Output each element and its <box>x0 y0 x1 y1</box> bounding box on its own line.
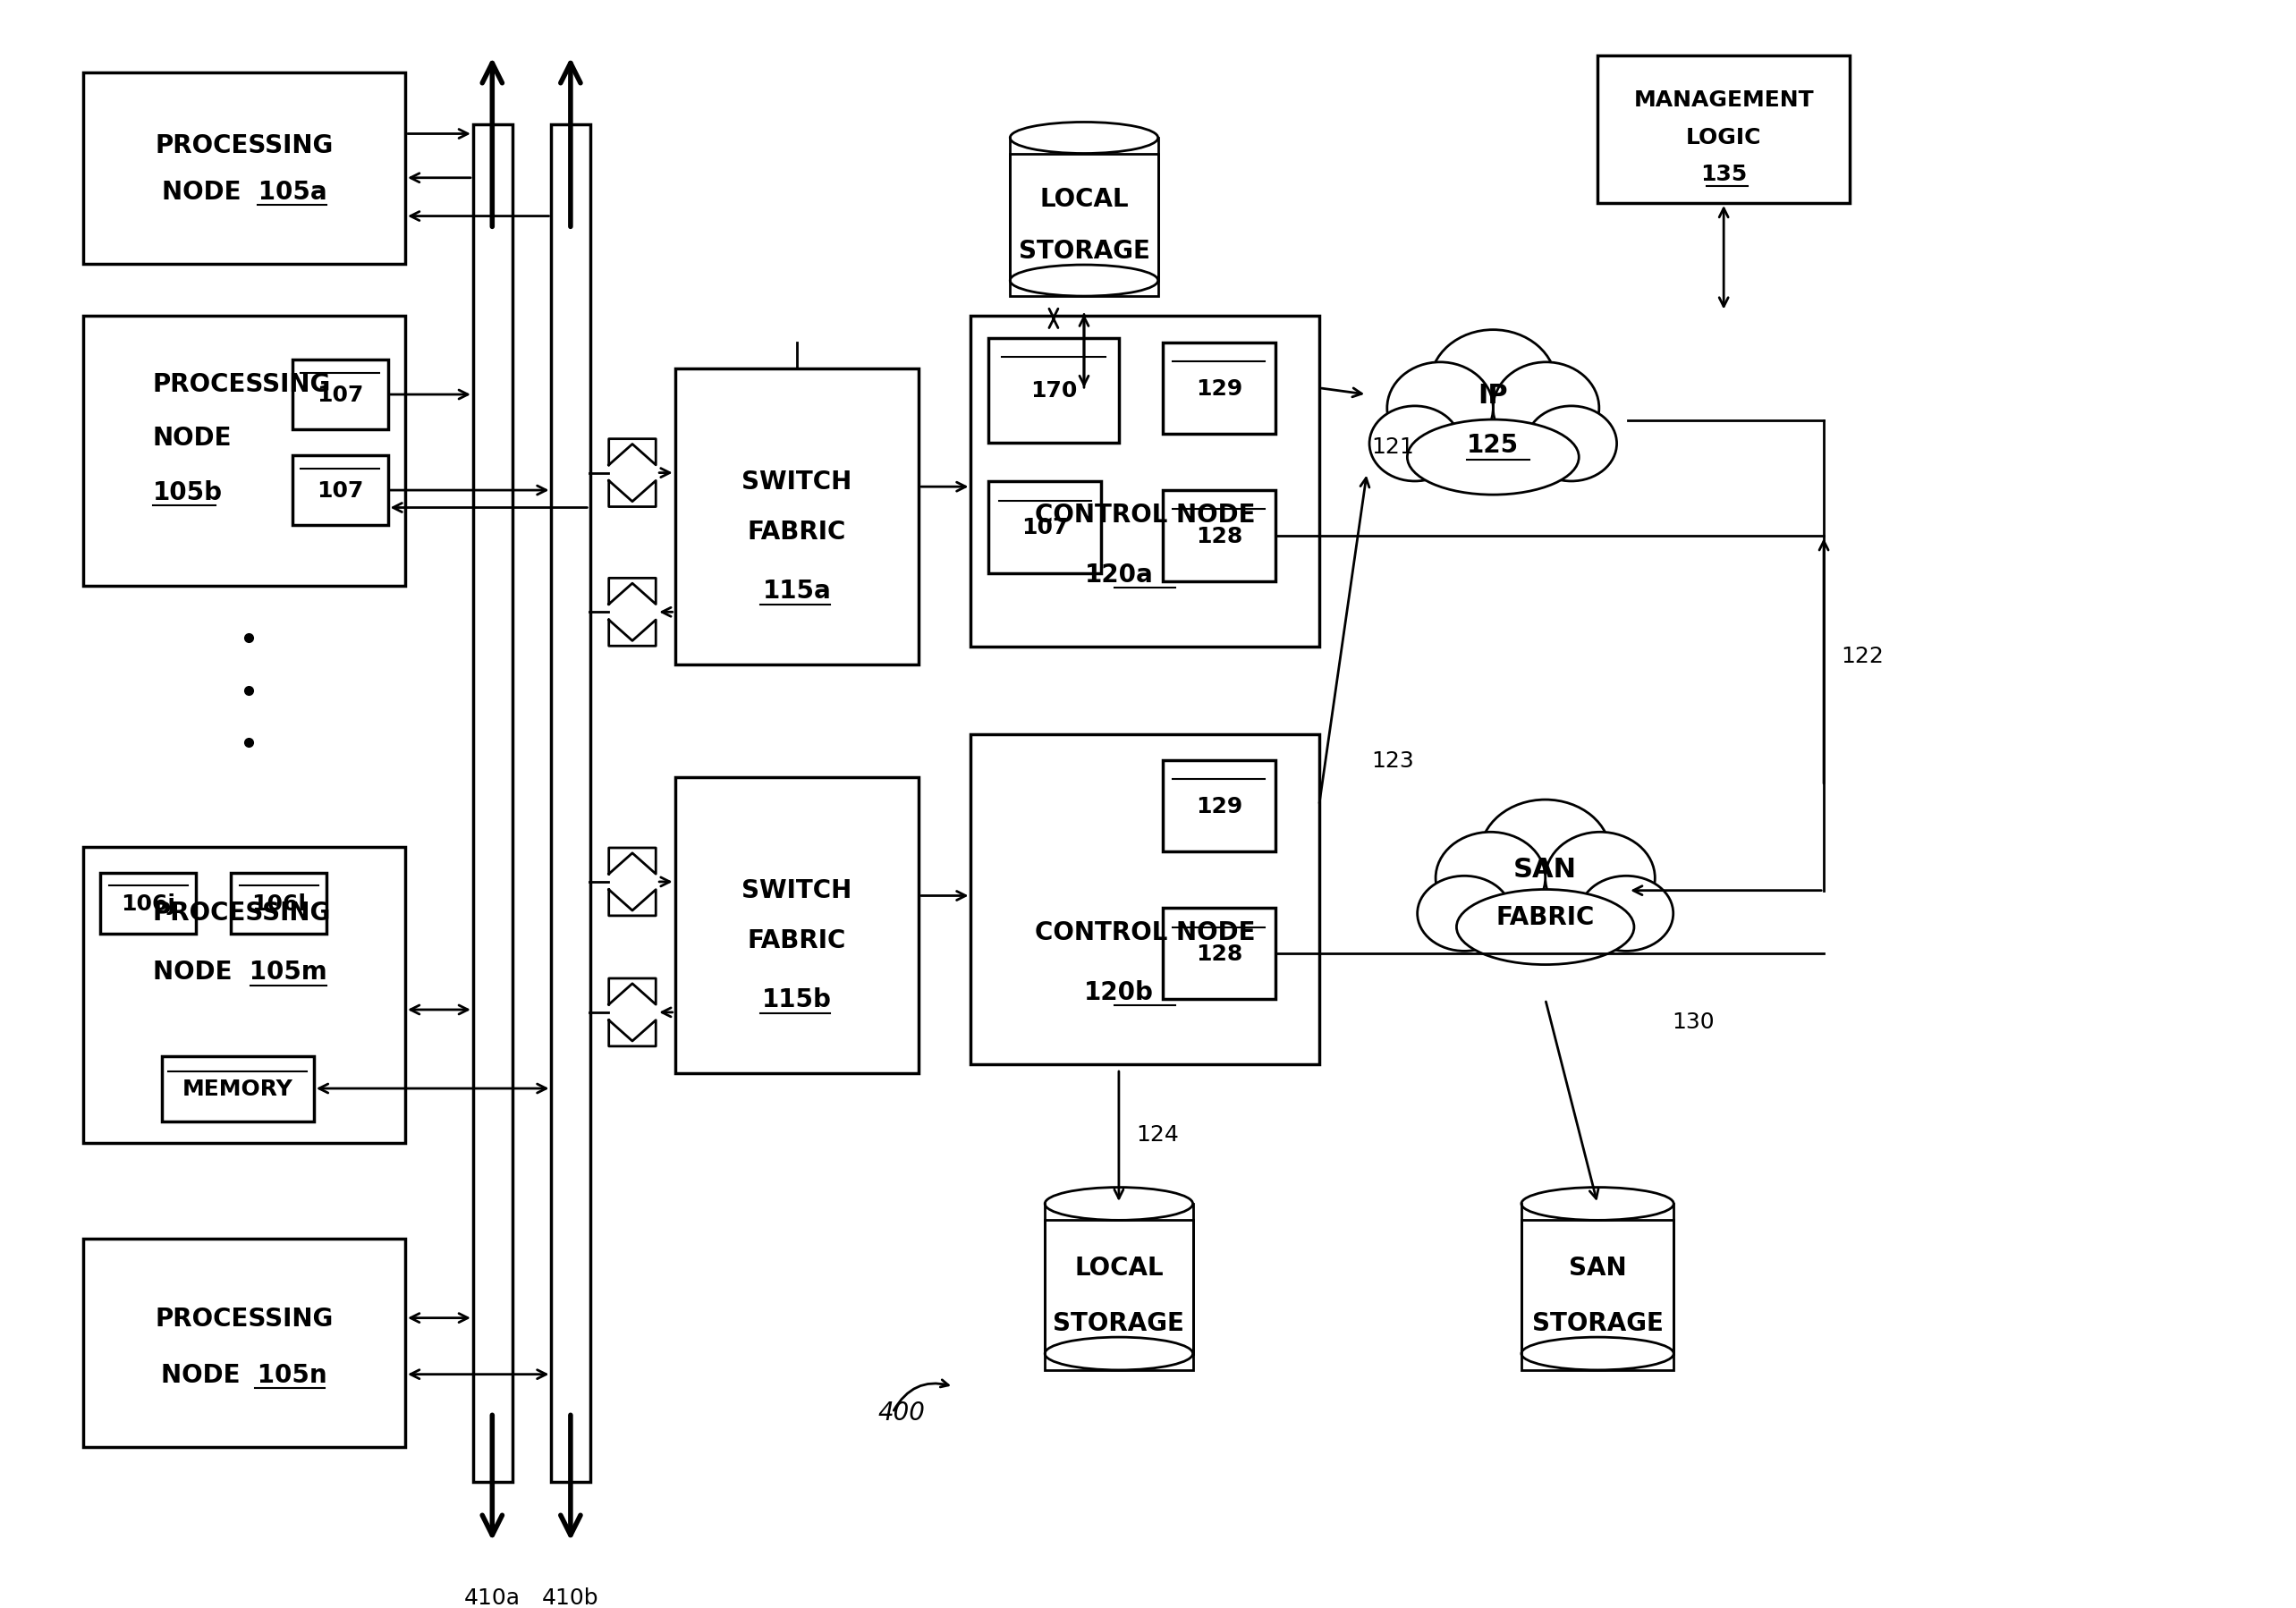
Text: 120b: 120b <box>1084 979 1153 1005</box>
Ellipse shape <box>1522 1188 1674 1220</box>
Text: SAN: SAN <box>1568 1256 1626 1280</box>
Ellipse shape <box>1368 407 1460 482</box>
Ellipse shape <box>1435 833 1545 925</box>
Text: 129: 129 <box>1196 796 1242 817</box>
Text: 410b: 410b <box>542 1587 599 1608</box>
Ellipse shape <box>1387 363 1492 455</box>
Bar <box>551 125 590 1483</box>
Text: 128: 128 <box>1196 526 1242 547</box>
Text: 106l: 106l <box>253 892 305 915</box>
Bar <box>101 873 197 934</box>
Text: PROCESSING: PROCESSING <box>156 1306 333 1330</box>
Text: 410a: 410a <box>464 1587 521 1608</box>
Text: NODE  105n: NODE 105n <box>161 1362 328 1388</box>
Text: 107: 107 <box>1022 518 1068 539</box>
Text: LOGIC: LOGIC <box>1685 127 1761 148</box>
Ellipse shape <box>1527 407 1616 482</box>
Bar <box>1045 1220 1194 1370</box>
Text: PROCESSING: PROCESSING <box>156 133 333 159</box>
Ellipse shape <box>1522 1338 1674 1370</box>
Text: 107: 107 <box>317 384 363 405</box>
Bar <box>1162 490 1277 582</box>
Bar <box>83 317 404 587</box>
Bar <box>1522 1220 1674 1370</box>
Text: 107: 107 <box>317 481 363 502</box>
Text: 121: 121 <box>1371 436 1414 458</box>
Text: NODE  105m: NODE 105m <box>154 958 326 984</box>
Text: 400: 400 <box>877 1401 925 1425</box>
Ellipse shape <box>1430 330 1557 439</box>
Bar <box>292 457 388 526</box>
Bar <box>83 1238 404 1447</box>
Bar <box>987 482 1102 574</box>
Text: FABRIC: FABRIC <box>1497 904 1596 929</box>
Bar <box>1162 909 1277 1000</box>
Bar <box>1010 154 1157 297</box>
Text: PROCESSING: PROCESSING <box>154 371 331 397</box>
Text: CONTROL NODE: CONTROL NODE <box>1035 920 1256 946</box>
Bar <box>232 873 326 934</box>
Bar <box>83 74 404 265</box>
Text: 128: 128 <box>1196 944 1242 965</box>
Text: STORAGE: STORAGE <box>1054 1311 1185 1335</box>
Text: SWITCH: SWITCH <box>742 470 852 494</box>
Text: 170: 170 <box>1031 379 1077 402</box>
Text: MANAGEMENT: MANAGEMENT <box>1632 90 1814 111</box>
Ellipse shape <box>1456 889 1635 965</box>
Bar <box>161 1056 315 1121</box>
Text: 129: 129 <box>1196 378 1242 399</box>
Bar <box>675 778 918 1074</box>
Text: 124: 124 <box>1137 1124 1180 1145</box>
Text: IP: IP <box>1479 383 1508 408</box>
Bar <box>1162 761 1277 852</box>
Text: CONTROL NODE: CONTROL NODE <box>1035 503 1256 527</box>
Text: STORAGE: STORAGE <box>1019 240 1150 264</box>
Bar <box>473 125 512 1483</box>
Text: MEMORY: MEMORY <box>181 1077 294 1100</box>
Text: 130: 130 <box>1671 1010 1715 1032</box>
Text: NODE: NODE <box>154 426 232 450</box>
Text: 135: 135 <box>1701 164 1747 185</box>
Bar <box>292 360 388 429</box>
Ellipse shape <box>1045 1338 1194 1370</box>
Ellipse shape <box>1010 265 1157 297</box>
Ellipse shape <box>1545 833 1655 925</box>
Text: LOCAL: LOCAL <box>1040 187 1130 212</box>
Text: FABRIC: FABRIC <box>748 928 847 954</box>
Bar <box>675 368 918 664</box>
Bar <box>987 339 1118 442</box>
Bar <box>1598 56 1851 204</box>
Text: PROCESSING: PROCESSING <box>154 900 331 925</box>
Text: LOCAL: LOCAL <box>1075 1256 1164 1280</box>
Text: NODE  105a: NODE 105a <box>161 180 326 204</box>
Ellipse shape <box>1481 801 1609 909</box>
Bar <box>83 847 404 1143</box>
Ellipse shape <box>1045 1188 1194 1220</box>
Text: 123: 123 <box>1371 749 1414 772</box>
Ellipse shape <box>1580 876 1674 952</box>
Bar <box>971 317 1318 648</box>
Ellipse shape <box>1492 363 1598 455</box>
Text: 120a: 120a <box>1084 563 1153 587</box>
Text: FABRIC: FABRIC <box>748 519 847 544</box>
Ellipse shape <box>1407 420 1580 495</box>
Ellipse shape <box>1417 876 1511 952</box>
Text: 106j: 106j <box>122 892 177 915</box>
Text: 105b: 105b <box>154 479 223 505</box>
Text: SWITCH: SWITCH <box>742 878 852 902</box>
Ellipse shape <box>1010 122 1157 154</box>
Text: 122: 122 <box>1841 645 1885 667</box>
Text: 115b: 115b <box>762 987 831 1011</box>
Text: 125: 125 <box>1467 433 1520 458</box>
Text: 115a: 115a <box>762 579 831 603</box>
Bar <box>971 735 1318 1064</box>
Bar <box>1162 343 1277 434</box>
Text: SAN: SAN <box>1513 855 1577 883</box>
Text: STORAGE: STORAGE <box>1531 1311 1662 1335</box>
